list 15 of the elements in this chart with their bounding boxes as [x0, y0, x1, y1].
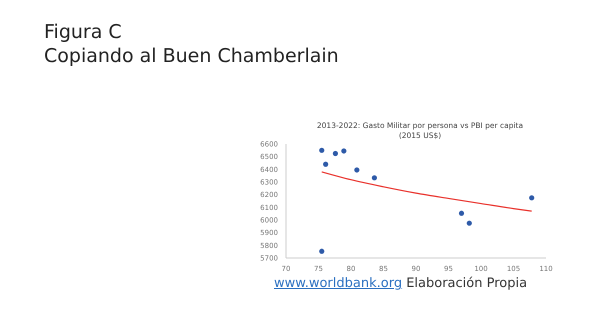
line-series	[321, 171, 532, 212]
point	[529, 195, 534, 200]
point	[466, 220, 472, 226]
point	[319, 148, 324, 153]
point	[323, 162, 328, 167]
point	[332, 150, 338, 156]
text: Copiando al Buen Chamberlain	[44, 44, 339, 68]
text: Elaboración Propia	[406, 276, 528, 291]
text: www.worldbank.org	[274, 276, 402, 291]
text: Figura C	[44, 20, 123, 44]
point	[341, 148, 346, 154]
point	[354, 167, 360, 173]
point	[458, 210, 464, 216]
point	[372, 175, 377, 180]
point	[319, 248, 324, 254]
